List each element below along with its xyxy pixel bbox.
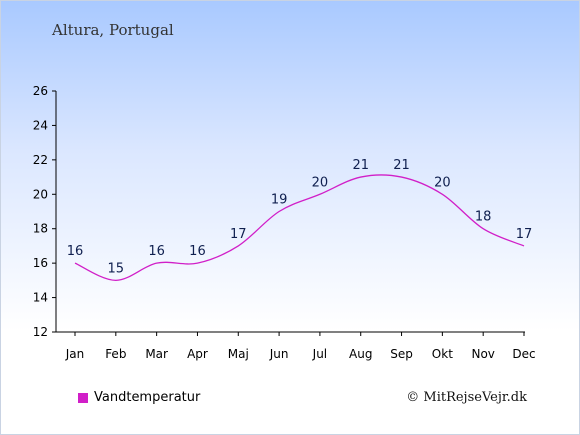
y-tick-label: 18	[33, 222, 48, 236]
x-tick-label: Aug	[349, 347, 372, 361]
chart-title: Altura, Portugal	[52, 21, 174, 39]
data-labels: 16 15 16 16 17 19 20 21 21 20 18 17	[67, 158, 533, 276]
data-label: 21	[393, 158, 410, 173]
x-tick-label: Nov	[471, 347, 494, 361]
y-tick-label: 26	[33, 84, 48, 98]
y-tick-label: 22	[33, 153, 48, 167]
x-tick-label: Apr	[187, 347, 208, 361]
copyright-notice: © MitRejseVejr.dk	[406, 390, 527, 405]
y-axis-ticks: 12 14 16 18 20 22 24 26	[33, 84, 56, 339]
x-axis-ticks: Jan Feb Mar Apr Maj Jun Jul Aug Sep Okt Nov Dec	[65, 332, 536, 361]
chart-axes	[55, 91, 525, 333]
x-tick-label: Sep	[390, 347, 413, 361]
y-tick-label: 16	[33, 256, 48, 270]
data-label: 15	[108, 261, 125, 276]
x-tick-label: Jun	[269, 347, 289, 361]
y-tick-label: 24	[33, 118, 48, 132]
data-label: 19	[271, 193, 288, 208]
x-tick-label: Maj	[228, 347, 249, 361]
x-tick-label: Okt	[432, 347, 453, 361]
legend-label: Vandtemperatur	[94, 390, 201, 405]
legend-swatch	[78, 392, 88, 403]
series-line	[74, 174, 525, 282]
x-tick-label: Jul	[312, 347, 327, 361]
x-tick-label: Mar	[145, 347, 168, 361]
data-label: 16	[148, 244, 165, 259]
x-tick-label: Dec	[512, 347, 535, 361]
x-tick-label: Jan	[65, 347, 85, 361]
y-tick-label: 20	[33, 187, 48, 201]
data-label: 21	[352, 158, 369, 173]
legend: Vandtemperatur	[78, 390, 200, 405]
y-tick-label: 14	[33, 291, 48, 305]
data-label: 17	[230, 227, 247, 242]
data-label: 17	[516, 227, 533, 242]
data-label: 18	[475, 210, 492, 225]
data-label: 16	[67, 244, 84, 259]
y-tick-label: 12	[33, 325, 48, 339]
data-label: 20	[312, 175, 329, 190]
x-tick-label: Feb	[105, 347, 126, 361]
data-label: 16	[189, 244, 206, 259]
data-label: 20	[434, 175, 451, 190]
series-group	[74, 174, 525, 282]
